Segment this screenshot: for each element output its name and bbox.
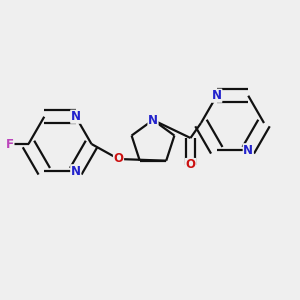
Text: O: O bbox=[113, 152, 124, 166]
Text: N: N bbox=[212, 89, 222, 102]
Text: F: F bbox=[6, 137, 14, 151]
Text: N: N bbox=[148, 113, 158, 127]
Text: O: O bbox=[185, 158, 196, 172]
Text: N: N bbox=[71, 110, 81, 123]
Text: N: N bbox=[243, 144, 253, 157]
Text: N: N bbox=[71, 165, 81, 178]
